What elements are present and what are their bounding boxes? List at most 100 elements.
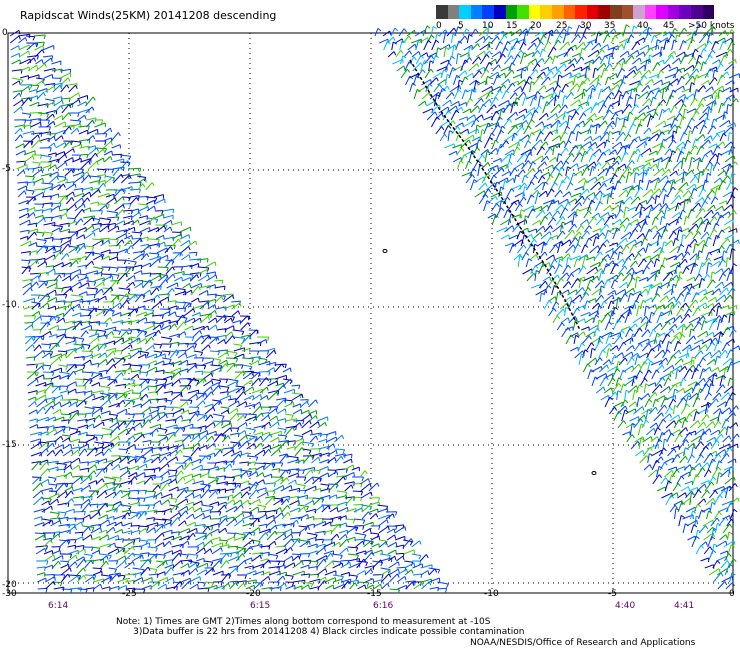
wind-barb-flag: [88, 526, 91, 531]
wind-barb: [79, 145, 90, 149]
wind-barb-flag: [128, 442, 131, 447]
wind-barb-flag: [349, 562, 352, 567]
wind-barb: [275, 384, 285, 394]
wind-barb: [672, 57, 680, 65]
wind-barb-flag: [218, 400, 221, 405]
wind-barb: [18, 207, 29, 212]
wind-barb: [136, 489, 147, 492]
wind-barb: [562, 32, 567, 44]
wind-barb: [283, 546, 292, 555]
wind-barb-flag: [42, 45, 44, 50]
wind-barb: [79, 153, 89, 156]
wind-barb: [388, 573, 398, 583]
wind-barb: [219, 539, 228, 542]
wind-barb-flag: [18, 35, 21, 40]
wind-barb: [175, 314, 184, 324]
wind-barb: [167, 474, 177, 478]
wind-barb-flag: [62, 183, 66, 188]
wind-barb-flag: [698, 24, 702, 28]
wind-barb: [294, 447, 303, 457]
wind-barb: [12, 80, 20, 86]
wind-barb: [153, 194, 164, 198]
wind-barb: [275, 548, 287, 555]
wind-barb-flag: [165, 414, 168, 419]
wind-barb: [129, 350, 141, 359]
wind-barb-flag: [100, 119, 104, 124]
wind-barb: [75, 548, 85, 555]
wind-barb: [404, 61, 410, 72]
wind-barb: [43, 537, 52, 541]
wind-barb-flag: [175, 352, 179, 357]
wind-barb-flag: [103, 149, 106, 154]
wind-barb-flag: [53, 532, 56, 537]
wind-barb-flag: [122, 575, 126, 580]
wind-barb-flag: [308, 584, 310, 589]
wind-barb: [245, 579, 257, 583]
wind-barb: [419, 554, 427, 562]
wind-barb-flag: [257, 360, 260, 365]
wind-barb: [248, 481, 257, 492]
wind-barb-flag: [37, 134, 40, 139]
wind-barb: [387, 549, 396, 555]
wind-barb: [176, 486, 189, 492]
wind-barb: [368, 482, 378, 492]
wind-barb-flag: [28, 86, 31, 91]
wind-barb-flag: [83, 558, 87, 563]
wind-barb: [52, 84, 61, 93]
wind-barb: [520, 69, 523, 79]
wind-barb-flag: [142, 455, 145, 460]
wind-barb-flag: [153, 321, 156, 326]
wind-barb: [196, 569, 207, 576]
wind-barb-flag: [161, 314, 164, 319]
wind-barb: [387, 555, 396, 562]
wind-barb-flag: [45, 399, 48, 404]
wind-barb-flag: [192, 532, 196, 537]
wind-barb-flag: [273, 519, 277, 524]
wind-barb: [412, 62, 422, 72]
wind-barb: [293, 422, 301, 429]
wind-barb-flag: [464, 70, 468, 75]
wind-barb: [292, 570, 305, 576]
wind-barb-flag: [567, 41, 571, 46]
wind-barb-flag: [126, 330, 129, 335]
wind-barb-flag: [261, 412, 264, 417]
wind-barb: [34, 49, 43, 58]
wind-barb: [96, 168, 107, 171]
wind-barb: [43, 216, 53, 219]
wind-barb: [112, 489, 122, 499]
wind-barb-flag: [224, 504, 227, 509]
wind-barb: [233, 336, 245, 339]
wind-barb-flag: [330, 552, 334, 557]
wind-barb: [702, 27, 712, 37]
wind-barb: [87, 464, 96, 471]
wind-barb: [156, 411, 165, 415]
wind-barb-flag: [530, 61, 534, 66]
wind-barb: [344, 484, 352, 492]
wind-barb: [387, 541, 397, 548]
wind-barb: [242, 364, 253, 368]
wind-barb-flag: [148, 364, 151, 369]
wind-barb-flag: [257, 541, 261, 546]
wind-barb-flag: [346, 538, 350, 543]
wind-barb: [251, 388, 263, 394]
wind-barb: [22, 124, 31, 128]
wind-barb-flag: [424, 60, 428, 64]
wind-barb: [103, 150, 113, 156]
wind-barb: [87, 145, 96, 149]
wind-barb: [57, 353, 66, 359]
wind-barb: [30, 451, 42, 457]
wind-barb: [76, 244, 85, 254]
wind-barb-flag: [104, 352, 108, 357]
wind-barb: [107, 542, 115, 548]
wind-barb-flag: [356, 554, 359, 560]
wind-barb: [133, 577, 143, 583]
wind-barb-flag: [112, 176, 115, 182]
wind-barb: [9, 35, 20, 44]
wind-barb: [196, 557, 205, 562]
wind-barb-flag: [466, 28, 470, 32]
wind-barb-flag: [55, 429, 57, 434]
wind-barb: [47, 466, 59, 471]
wind-barb: [109, 273, 120, 276]
wind-barb: [80, 330, 87, 338]
wind-barb-flag: [130, 239, 133, 245]
